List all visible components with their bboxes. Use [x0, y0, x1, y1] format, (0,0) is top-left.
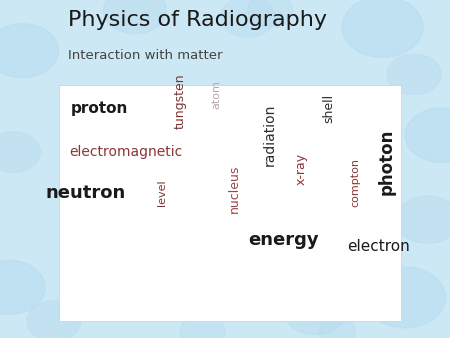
Text: energy: energy — [248, 231, 319, 249]
Circle shape — [320, 318, 356, 338]
Circle shape — [0, 260, 45, 314]
Text: neutron: neutron — [45, 184, 126, 202]
Text: proton: proton — [70, 101, 128, 116]
Text: atom: atom — [211, 80, 221, 109]
Circle shape — [387, 54, 441, 95]
Circle shape — [364, 267, 446, 328]
Circle shape — [248, 0, 292, 27]
Circle shape — [0, 24, 58, 78]
Bar — [58, 84, 400, 321]
Text: level: level — [157, 179, 167, 206]
Circle shape — [396, 196, 450, 243]
Circle shape — [284, 287, 346, 335]
Text: Interaction with matter: Interaction with matter — [68, 49, 222, 62]
Text: compton: compton — [351, 158, 360, 207]
Circle shape — [0, 132, 40, 172]
Circle shape — [104, 0, 166, 34]
Text: electron: electron — [346, 239, 410, 254]
Circle shape — [405, 108, 450, 162]
Text: nucleus: nucleus — [228, 165, 240, 214]
Circle shape — [220, 0, 274, 37]
Text: x-ray: x-ray — [295, 153, 308, 185]
Circle shape — [27, 301, 81, 338]
Text: radiation: radiation — [263, 104, 277, 166]
Text: Physics of Radiography: Physics of Radiography — [68, 10, 327, 30]
Text: shell: shell — [322, 94, 335, 123]
Text: photon: photon — [378, 129, 396, 195]
Circle shape — [342, 0, 423, 57]
Circle shape — [180, 314, 225, 338]
Text: electromagnetic: electromagnetic — [69, 145, 183, 159]
Text: tungsten: tungsten — [174, 74, 186, 129]
